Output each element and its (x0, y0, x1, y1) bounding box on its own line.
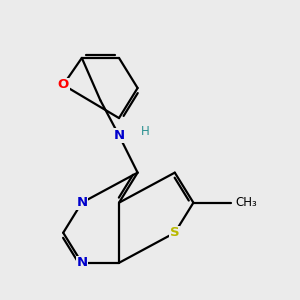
Text: CH₃: CH₃ (235, 196, 257, 209)
Text: S: S (170, 226, 180, 239)
Text: H: H (141, 125, 150, 138)
Text: N: N (113, 129, 124, 142)
Text: N: N (76, 196, 87, 209)
Text: N: N (76, 256, 87, 269)
Text: O: O (58, 78, 69, 92)
